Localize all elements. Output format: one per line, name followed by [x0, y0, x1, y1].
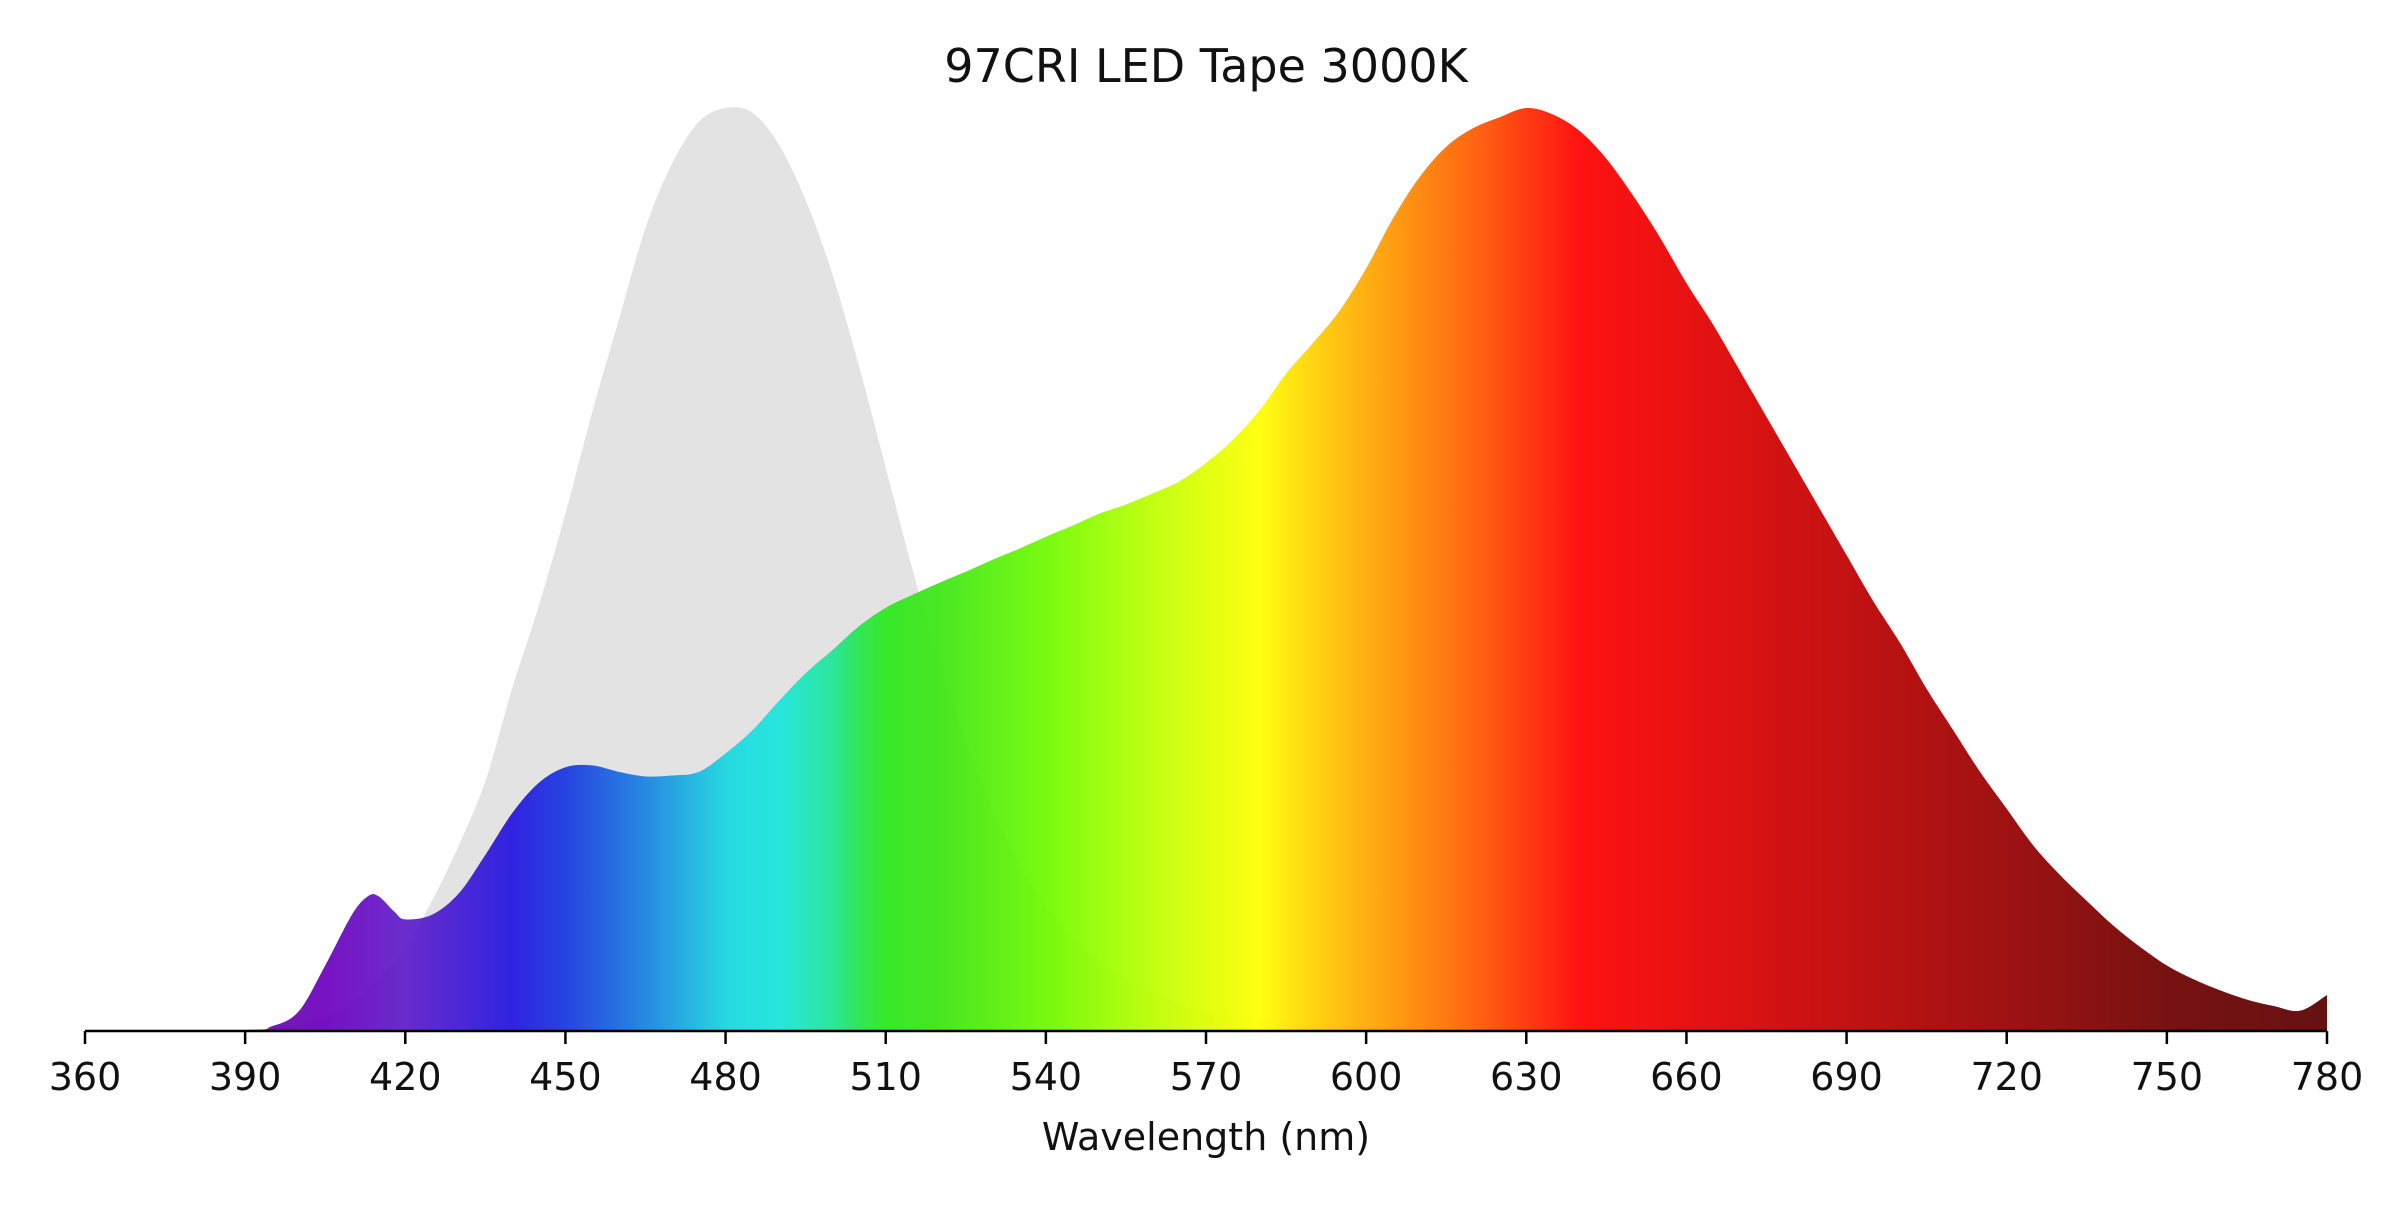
x-tick-label: 360 — [49, 1055, 122, 1099]
x-axis-title: Wavelength (nm) — [1042, 1115, 1370, 1159]
x-tick-label: 510 — [849, 1055, 922, 1099]
spectrum-area — [85, 107, 2327, 1031]
x-tick-label: 390 — [209, 1055, 282, 1099]
x-tick-label: 450 — [529, 1055, 602, 1099]
x-tick-label: 480 — [689, 1055, 762, 1099]
x-tick-label: 690 — [1810, 1055, 1883, 1099]
x-tick-label: 660 — [1650, 1055, 1723, 1099]
x-tick-label: 750 — [2131, 1055, 2204, 1099]
x-tick-label: 570 — [1170, 1055, 1243, 1099]
x-tick-label: 720 — [1970, 1055, 2043, 1099]
x-tick-label: 780 — [2291, 1055, 2364, 1099]
x-tick-label: 600 — [1330, 1055, 1403, 1099]
chart-title: 97CRI LED Tape 3000K — [944, 39, 1469, 93]
x-tick-label: 420 — [369, 1055, 442, 1099]
x-tick-label: 540 — [1010, 1055, 1083, 1099]
x-tick-label: 630 — [1490, 1055, 1563, 1099]
